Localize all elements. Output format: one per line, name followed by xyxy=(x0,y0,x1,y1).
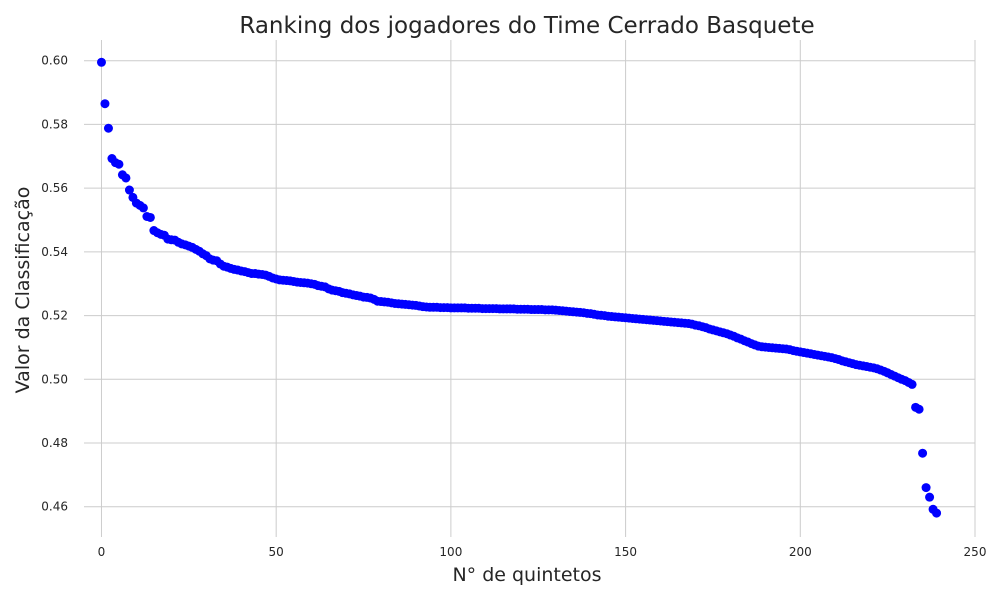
x-tick-label: 150 xyxy=(614,545,637,559)
x-tick-label: 250 xyxy=(964,545,987,559)
y-tick-labels: 0.46 0.48 0.50 0.52 0.54 0.56 0.58 0.60 xyxy=(41,54,68,514)
data-point xyxy=(914,404,924,414)
x-tick-label: 100 xyxy=(439,545,462,559)
y-tick-label: 0.54 xyxy=(41,245,68,259)
x-axis-label: N° de quintetos xyxy=(452,564,601,586)
x-tick-label: 200 xyxy=(789,545,812,559)
y-tick-label: 0.50 xyxy=(41,372,68,386)
data-point xyxy=(138,203,148,213)
data-point xyxy=(103,123,113,133)
x-tick-label: 50 xyxy=(269,545,284,559)
x-gridlines xyxy=(100,40,976,537)
x-tick-label: 0 xyxy=(98,545,106,559)
data-point xyxy=(925,492,935,502)
y-tick-label: 0.58 xyxy=(41,117,68,131)
chart-title: Ranking dos jogadores do Time Cerrado Ba… xyxy=(239,13,814,39)
y-tick-label: 0.56 xyxy=(41,181,68,195)
data-point xyxy=(145,212,155,222)
x-tick-labels: 0 50 100 150 200 250 xyxy=(98,545,987,559)
data-point xyxy=(907,379,917,389)
y-tick-label: 0.48 xyxy=(41,436,68,450)
data-point xyxy=(121,173,131,183)
y-axis-label: Valor da Classificação xyxy=(12,187,34,394)
data-point xyxy=(114,159,124,169)
y-gridlines xyxy=(84,60,975,508)
data-point xyxy=(100,99,110,109)
y-tick-label: 0.60 xyxy=(41,54,68,68)
data-point xyxy=(124,185,134,195)
y-tick-label: 0.52 xyxy=(41,309,68,323)
data-point xyxy=(921,483,931,493)
data-point xyxy=(932,508,942,518)
data-point xyxy=(96,57,106,67)
y-tick-label: 0.46 xyxy=(41,500,68,514)
data-points xyxy=(96,57,942,518)
data-point xyxy=(918,448,928,458)
